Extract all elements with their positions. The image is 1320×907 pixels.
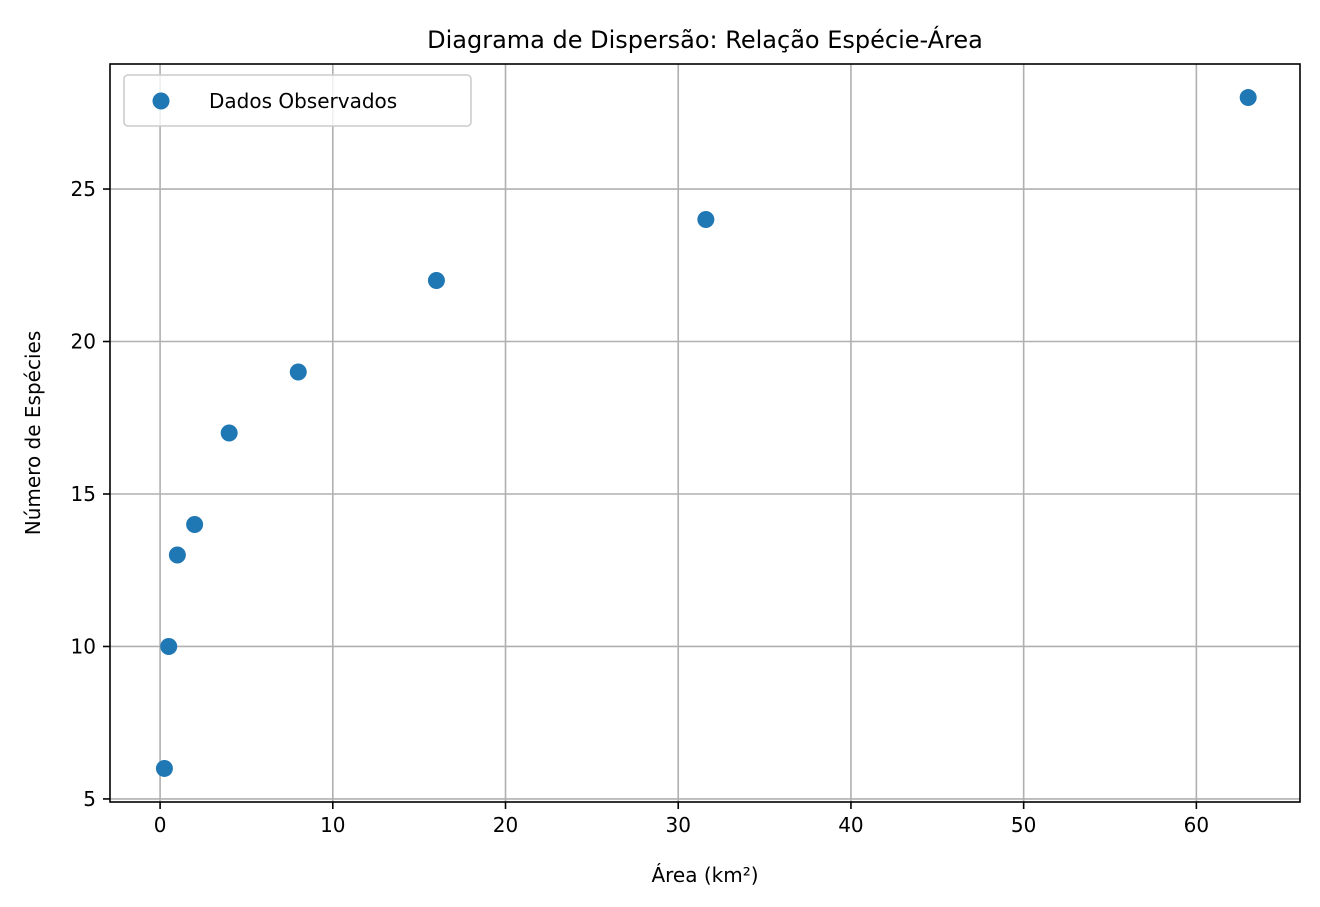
y-tick-label: 10: [71, 634, 96, 658]
y-tick-label: 15: [71, 482, 96, 506]
data-point: [155, 759, 173, 777]
y-axis-ticks: 5 10 15 20 25: [71, 177, 110, 811]
data-point: [289, 363, 307, 381]
y-tick-label: 25: [71, 177, 96, 201]
x-tick-label: 40: [838, 813, 863, 837]
y-tick-label: 20: [71, 330, 96, 354]
legend-label: Dados Observados: [209, 89, 397, 113]
legend-box: [123, 74, 472, 127]
data-point: [1239, 89, 1257, 107]
x-tick-label: 50: [1011, 813, 1036, 837]
chart-title: Diagrama de Dispersão: Relação Espécie-Á…: [427, 25, 983, 54]
x-axis-ticks: 0 10 20 30 40 50 60: [154, 802, 1209, 837]
data-point: [186, 515, 204, 533]
legend: Dados Observados: [123, 74, 472, 127]
data-point: [160, 637, 178, 655]
x-axis-label: Área (km²): [651, 863, 758, 887]
x-tick-label: 60: [1184, 813, 1209, 837]
y-axis-label: Número de Espécies: [21, 331, 45, 536]
y-tick-label: 5: [83, 787, 96, 811]
data-point: [427, 272, 445, 290]
data-points: [155, 89, 1257, 777]
x-tick-label: 10: [320, 813, 345, 837]
x-tick-label: 20: [493, 813, 518, 837]
data-point: [168, 546, 186, 564]
legend-marker: [152, 92, 170, 110]
x-tick-label: 0: [154, 813, 167, 837]
grid-lines: [110, 64, 1300, 802]
x-tick-label: 30: [666, 813, 691, 837]
data-point: [220, 424, 238, 442]
data-point: [697, 211, 715, 229]
axes-frame: [109, 63, 1301, 803]
